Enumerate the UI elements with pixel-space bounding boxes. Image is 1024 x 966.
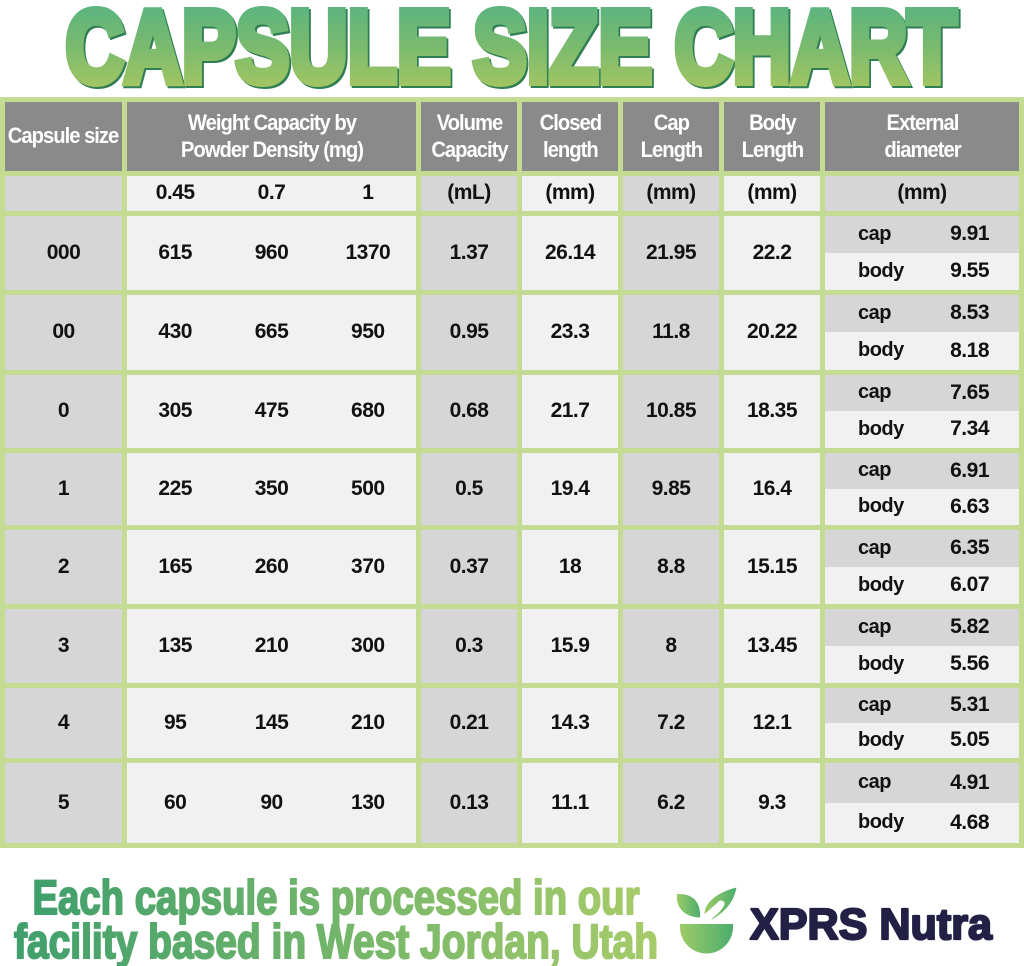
svg-text:facility based in West Jordan,: facility based in West Jordan, Utah [14,916,658,966]
svg-text:CAPSULE SIZE CHART: CAPSULE SIZE CHART [66,0,957,96]
svg-text:Each capsule is processed in o: Each capsule is processed in our [33,872,640,925]
svg-text:CAPSULE SIZE CHART: CAPSULE SIZE CHART [67,0,958,96]
svg-text:XPRS Nutra: XPRS Nutra [750,900,993,949]
